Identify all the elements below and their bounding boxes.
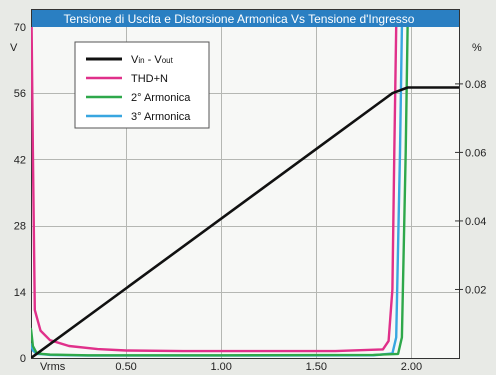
chart-title: Tensione di Uscita e Distorsione Armonic… — [64, 12, 415, 26]
y-left-tick-label: 0 — [20, 353, 26, 365]
legend-label: THD+N — [131, 73, 168, 85]
y-right-tick-label: 0.08 — [465, 79, 486, 91]
y-right-tick-label: 0.04 — [465, 216, 486, 228]
legend-label: Vin - Vout — [131, 54, 174, 66]
legend-label: 2° Armonica — [131, 92, 191, 104]
legend: Vin - Vout THD+N 2° Armonica 3° Armonica — [74, 41, 210, 129]
series-line-vin-vout — [31, 86, 459, 358]
x-unit-label: Vrms — [40, 361, 66, 373]
x-tick-label: 0.50 — [115, 361, 136, 373]
y-right-tick-label: 0.06 — [465, 147, 486, 159]
series-line-2-armonica — [31, 27, 409, 357]
y-left-tick-label: 42 — [14, 154, 26, 166]
y-right-unit-label: % — [472, 42, 482, 54]
series-group — [31, 27, 459, 358]
legend-box — [74, 41, 210, 129]
legend-label: 3° Armonica — [131, 111, 191, 123]
y-left-unit-label: V — [10, 42, 18, 54]
y-left-tick-label: 14 — [14, 287, 26, 299]
y-right-tick-label: 0.02 — [465, 284, 486, 296]
plot-frame — [31, 9, 460, 359]
x-tick-label: 2.00 — [401, 361, 422, 373]
x-tick-label: 1.00 — [211, 361, 232, 373]
series-line-thd-n — [31, 27, 398, 353]
y-left-tick-label: 70 — [14, 22, 26, 34]
title-bar — [32, 10, 459, 27]
y-left-tick-label: 28 — [14, 221, 26, 233]
y-left-tick-label: 56 — [14, 88, 26, 100]
x-tick-label: 1.50 — [306, 361, 327, 373]
